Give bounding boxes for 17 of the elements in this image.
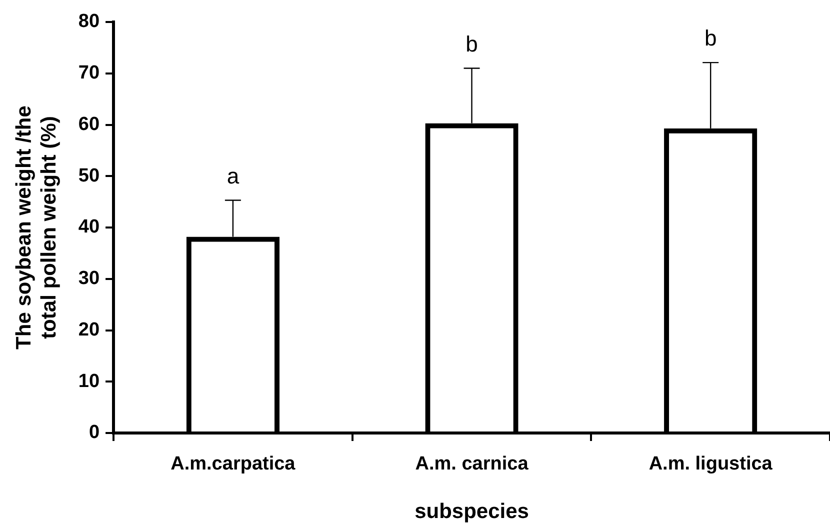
annotation: b xyxy=(466,31,478,56)
y-tick-label: 30 xyxy=(78,268,100,290)
y-tick-label: 10 xyxy=(78,370,100,392)
annotation: b xyxy=(704,26,717,51)
annotation: a xyxy=(226,163,240,188)
y-tick-label: 50 xyxy=(78,165,100,186)
y-tick-label: 0 xyxy=(88,422,100,444)
y-axis-title: The soybean weight /the total pollen weight (%) xyxy=(12,106,61,350)
x-tick-label: A.m.carpatica xyxy=(170,454,296,475)
y-tick-label: 70 xyxy=(78,62,100,84)
x-tick-label: A.m. ligustica xyxy=(648,454,773,475)
y-tick-label: 60 xyxy=(78,114,100,135)
y-tick-label: 40 xyxy=(78,216,100,238)
y-tick-label: 80 xyxy=(78,11,100,32)
x-tick-label: A.m. carnica xyxy=(415,454,529,475)
y-tick-label: 20 xyxy=(78,319,100,340)
x-axis-title: subspecies xyxy=(414,500,529,524)
